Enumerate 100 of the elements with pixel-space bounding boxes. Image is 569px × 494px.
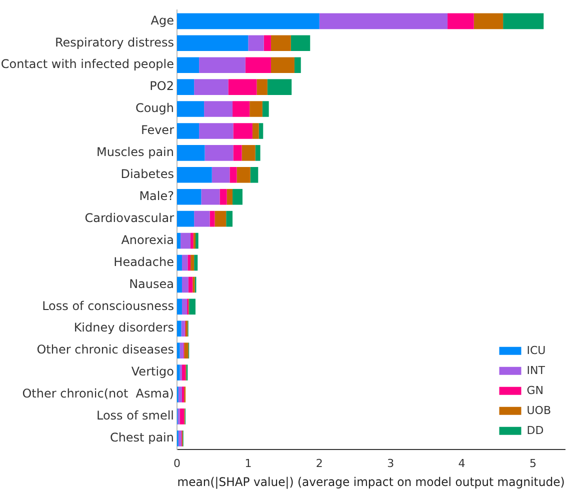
bar (204, 101, 233, 117)
bar (319, 13, 448, 30)
bar (180, 408, 184, 424)
bar (199, 123, 234, 139)
y-tick-label: Cardiovascular (84, 210, 174, 225)
bar (193, 232, 196, 249)
bar (194, 254, 198, 271)
bar (226, 188, 233, 205)
bar (177, 364, 180, 380)
y-tick-label: Other chronic diseases (36, 342, 174, 357)
bar (177, 188, 202, 205)
bar (182, 386, 184, 402)
bar (201, 188, 220, 205)
bar (177, 13, 320, 30)
bar (248, 35, 264, 52)
bar (250, 101, 262, 117)
y-tick-label: Age (150, 13, 174, 28)
bar (220, 188, 227, 205)
bar (184, 342, 188, 358)
bar (194, 79, 228, 95)
bar (189, 298, 196, 315)
bar (262, 101, 269, 117)
bar (180, 232, 191, 249)
bar (290, 35, 310, 52)
bar (255, 145, 260, 161)
bar (267, 79, 292, 95)
x-tick-label: 4 (458, 456, 466, 470)
legend-label: ICU (526, 344, 546, 357)
y-tick-label: Anorexia (121, 232, 174, 247)
bar (177, 298, 182, 315)
y-tick-label: Headache (114, 254, 174, 269)
y-tick-label: Other chronic(not Asma) (22, 386, 174, 401)
y-tick-label: Loss of smell (96, 408, 174, 423)
bar (177, 342, 180, 358)
y-tick-label: Vertigo (131, 364, 174, 379)
bar (230, 166, 237, 183)
bar (181, 320, 185, 337)
bar (204, 145, 234, 161)
y-tick-label: Fever (140, 123, 174, 138)
bar (232, 101, 250, 117)
bar (199, 57, 246, 74)
y-tick-label: Respiratory distress (54, 35, 174, 50)
bar (177, 57, 200, 74)
bar (177, 166, 212, 183)
y-tick-label: Cough (135, 101, 174, 116)
bar (177, 276, 182, 293)
bar (194, 210, 210, 227)
legend-label: GN (526, 384, 544, 397)
bar (177, 232, 181, 249)
bar (212, 166, 230, 183)
bar (178, 386, 182, 402)
bar (245, 57, 271, 74)
bar (232, 188, 242, 205)
bar (182, 276, 188, 293)
bar (196, 232, 198, 249)
legend-label: UOB (526, 404, 552, 417)
y-tick-label: Loss of consciousness (42, 298, 174, 313)
bar (252, 123, 259, 139)
bar (270, 57, 294, 74)
bar (180, 342, 184, 358)
bar (256, 79, 268, 95)
bar (250, 166, 258, 183)
bar (177, 254, 182, 271)
bar (182, 364, 186, 380)
y-tick-label: Diabetes (120, 167, 174, 182)
bar (448, 13, 474, 30)
y-tick-label: Nausea (129, 276, 174, 291)
bar (233, 123, 252, 139)
x-tick-label: 5 (529, 456, 536, 470)
bar (294, 57, 301, 74)
bar (270, 35, 291, 52)
x-tick-label: 2 (316, 456, 323, 470)
bar (190, 254, 194, 271)
bar (182, 298, 187, 315)
bar (233, 145, 242, 161)
y-tick-label: Kidney disorders (74, 320, 174, 335)
bar (178, 430, 182, 446)
x-tick-label: 1 (244, 456, 252, 470)
bar (474, 13, 504, 30)
bar (236, 166, 250, 183)
bar (264, 35, 271, 52)
bar (177, 101, 204, 117)
legend-label: INT (526, 364, 546, 377)
y-tick-label: PO2 (150, 79, 174, 94)
bar (177, 145, 205, 161)
y-tick-label: Chest pain (110, 430, 174, 445)
bar (177, 123, 200, 139)
bar (188, 254, 191, 271)
bar (177, 35, 248, 52)
bar (210, 210, 215, 227)
x-tick-label: 3 (387, 456, 394, 470)
y-tick-label: Muscles pain (96, 145, 174, 160)
bar (177, 79, 194, 95)
y-tick-label: Male? (139, 188, 174, 203)
x-tick-label: 0 (174, 456, 180, 470)
bar (177, 320, 182, 337)
bar (177, 210, 194, 227)
x-axis-title: mean(|SHAP value|) (average impact on model output magnitude) (177, 474, 565, 489)
y-tick-label: Contact with infected people (0, 57, 174, 72)
bar (258, 123, 264, 139)
